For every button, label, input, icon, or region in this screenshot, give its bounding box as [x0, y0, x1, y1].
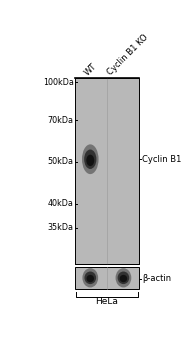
Text: 40kDa: 40kDa	[48, 199, 74, 208]
Text: 35kDa: 35kDa	[48, 223, 74, 232]
Text: Cyclin B1 KO: Cyclin B1 KO	[105, 33, 150, 77]
Text: WT: WT	[82, 61, 98, 77]
Ellipse shape	[86, 155, 94, 166]
Ellipse shape	[84, 272, 96, 284]
Text: 50kDa: 50kDa	[48, 158, 74, 167]
Ellipse shape	[82, 268, 98, 287]
Text: 100kDa: 100kDa	[43, 78, 74, 87]
Text: β-actin: β-actin	[142, 274, 171, 283]
Ellipse shape	[86, 275, 94, 282]
Text: Cyclin B1: Cyclin B1	[142, 155, 182, 164]
Ellipse shape	[82, 144, 99, 174]
Ellipse shape	[84, 149, 96, 169]
Bar	[75, 78, 139, 264]
Text: 70kDa: 70kDa	[48, 116, 74, 125]
Bar	[75, 267, 139, 289]
Text: HeLa: HeLa	[95, 296, 118, 306]
Ellipse shape	[118, 272, 129, 284]
Ellipse shape	[120, 275, 127, 282]
Ellipse shape	[116, 268, 131, 287]
